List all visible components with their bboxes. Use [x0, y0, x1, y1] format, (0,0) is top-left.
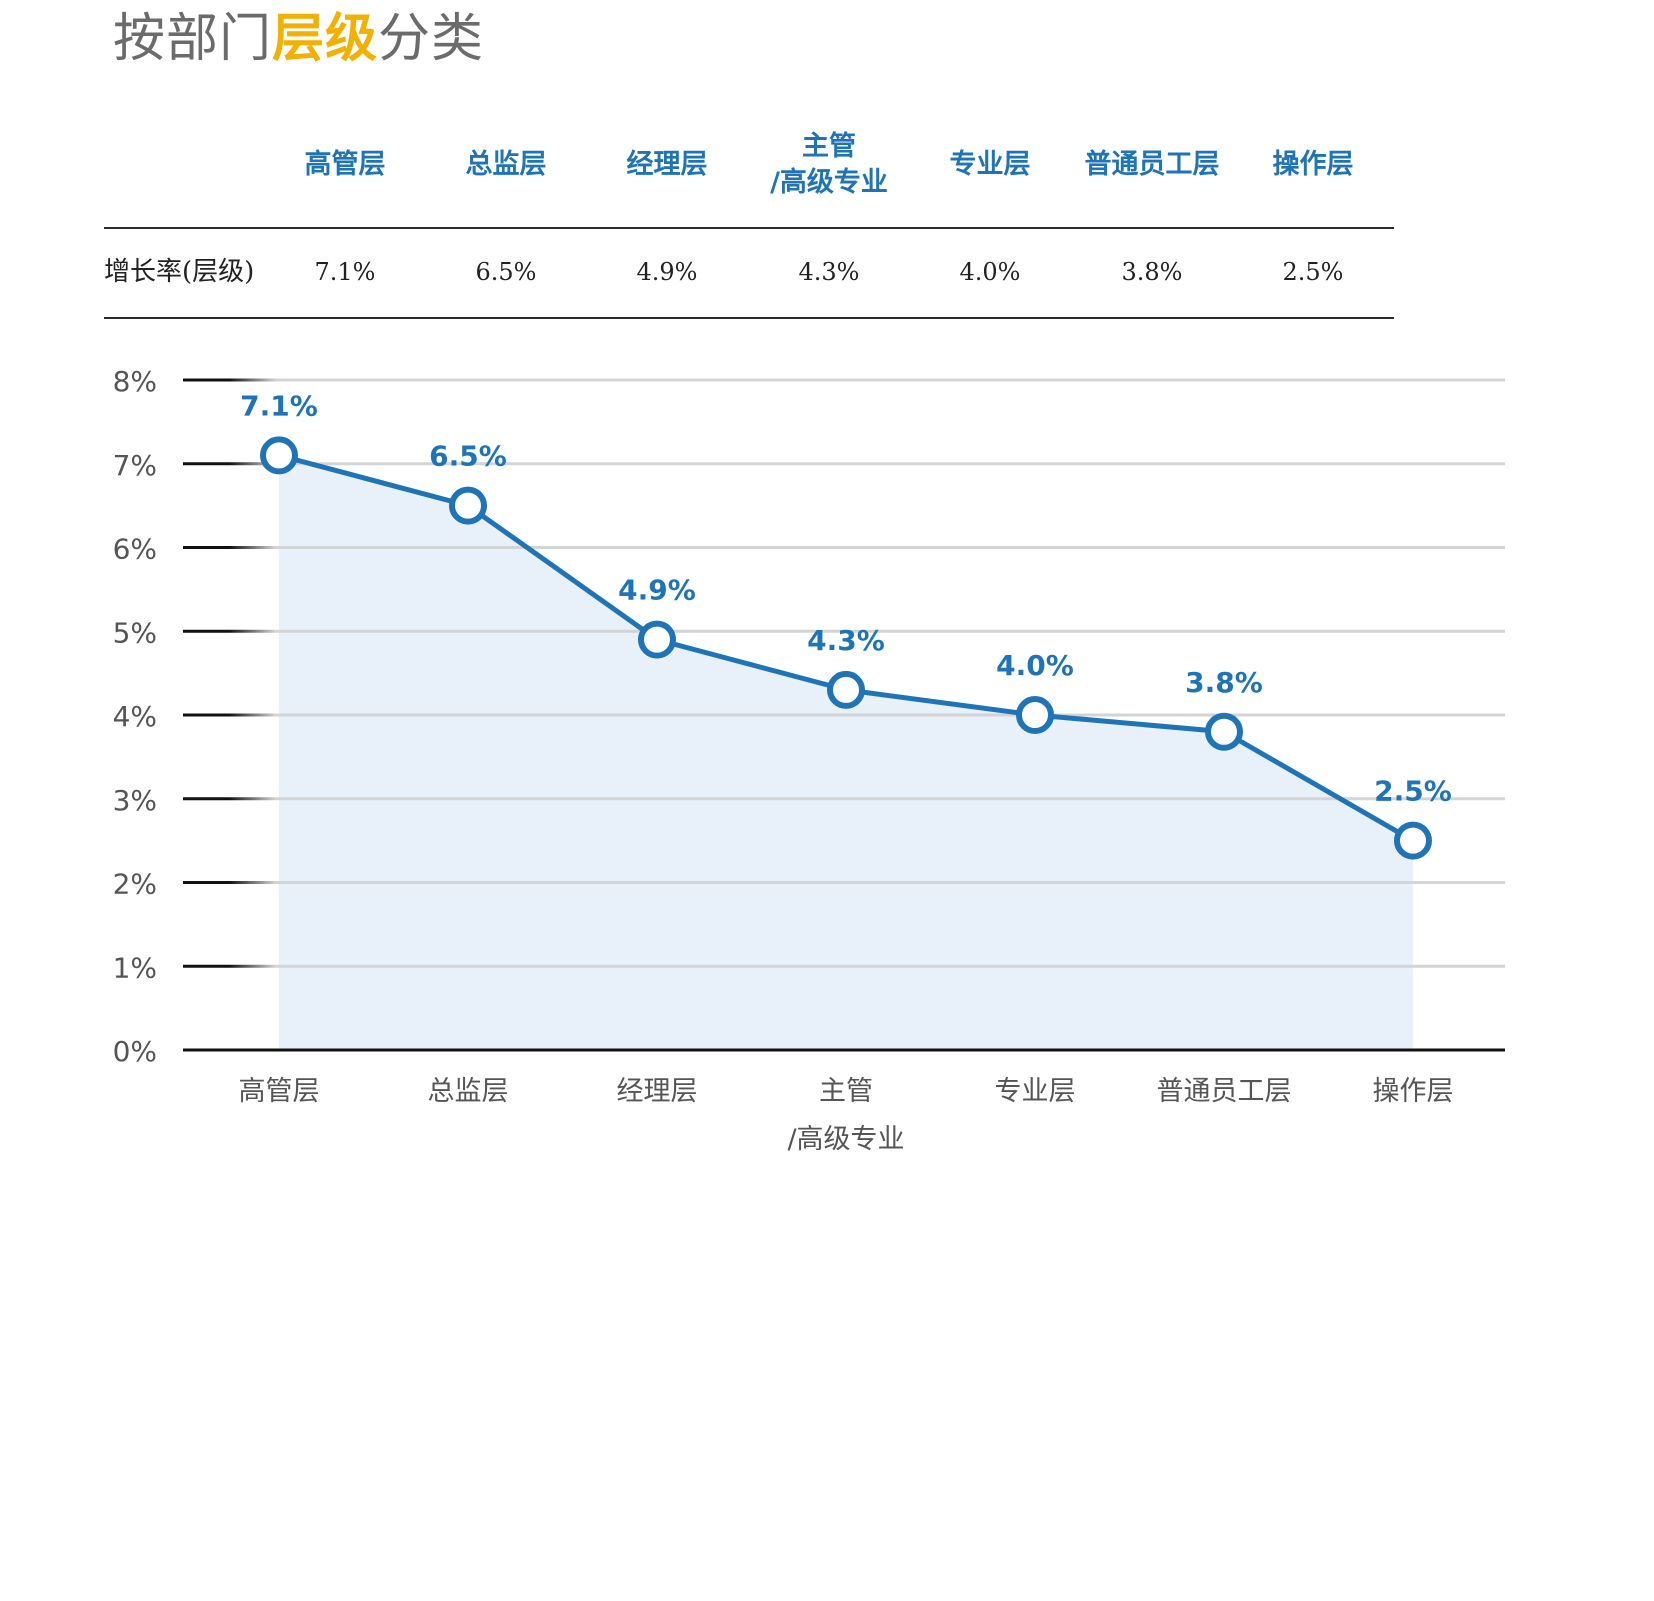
table-header-text: 总监层 [466, 147, 547, 183]
table-header-line: 操作层 [1272, 149, 1354, 180]
data-label: 2.5% [1374, 775, 1452, 808]
table-header-line: 主管 [802, 131, 856, 162]
title-suffix: 分类 [378, 9, 485, 69]
data-label: 4.3% [807, 624, 885, 657]
x-tick-label: /高级专业 [787, 1124, 904, 1155]
table-header-6: 普通员工层 [1067, 110, 1237, 220]
gridline [183, 462, 1505, 466]
data-label: 3.8% [1185, 666, 1263, 699]
table-row-label: 增长率(层级) [104, 257, 255, 287]
page-title: 按部门层级分类 [113, 4, 484, 74]
x-tick-label: 总监层 [428, 1076, 509, 1107]
table-header-text: 普通员工层 [1085, 147, 1220, 183]
data-label: 4.0% [996, 649, 1074, 682]
y-tick-label: 6% [113, 533, 157, 566]
data-point [449, 486, 487, 525]
data-point [1394, 821, 1432, 860]
table-header-line: 专业层 [949, 149, 1031, 180]
title-prefix: 按部门 [113, 9, 273, 69]
table-header-text: 专业层 [950, 147, 1031, 183]
table-header-line: 高管层 [304, 149, 386, 180]
y-tick-label: 3% [113, 784, 157, 817]
table-header-2: 总监层 [421, 110, 591, 220]
table-header-line: 总监层 [465, 149, 547, 180]
x-tick-label: 高管层 [239, 1076, 320, 1107]
data-point [827, 670, 865, 709]
table-header-3: 经理层 [582, 110, 752, 220]
table-cell-value: 4.3% [798, 258, 860, 286]
table-header-line: 经理层 [626, 149, 708, 180]
x-tick-label: 普通员工层 [1157, 1076, 1292, 1107]
gridline [183, 546, 1505, 549]
growth-rate-chart: 0% 1% 2% 3% 4% 5% 6% 7% 8% 7.1% 6.5% 4.9% 4.3% 4.0% 3.… [113, 365, 1505, 1155]
data-label: 6.5% [429, 440, 507, 473]
title-highlight: 层级 [272, 9, 379, 69]
gridline [183, 629, 1505, 633]
y-tick-label: 8% [113, 365, 157, 398]
data-point [1205, 712, 1243, 751]
y-tick-label: 4% [113, 700, 157, 733]
x-tick-label: 经理层 [617, 1076, 698, 1107]
gridline [183, 881, 1505, 884]
gridline [183, 797, 1505, 801]
table-header-text: 操作层 [1273, 147, 1354, 183]
table-header-7: 操作层 [1228, 110, 1398, 220]
y-tick-label: 1% [113, 951, 157, 984]
table-cell-value: 4.0% [959, 258, 1021, 286]
data-point [638, 620, 676, 659]
table-cell-value: 7.1% [314, 258, 376, 286]
data-point [260, 436, 298, 475]
x-tick-label: 专业层 [995, 1076, 1076, 1107]
table-header-5: 专业层 [905, 110, 1075, 220]
growth-rate-table: 增长率(层级) 高管层 总监层 经理层 主管/高级专业 专业层 普通员工层 操作层 7.1% 6… [104, 110, 1394, 320]
data-label: 7.1% [240, 389, 318, 422]
table-bottom-rule [104, 317, 1394, 319]
table-cell-value: 2.5% [1282, 258, 1344, 286]
x-tick-label: 操作层 [1373, 1076, 1454, 1107]
table-top-rule [104, 227, 1394, 229]
gridline [183, 713, 1505, 717]
table-header-text: 高管层 [305, 147, 386, 183]
table-header-line: /高级专业 [770, 167, 888, 198]
y-tick-label: 7% [113, 449, 157, 482]
gridline [183, 378, 1505, 382]
area-fill [279, 455, 1413, 1050]
y-tick-label: 0% [113, 1035, 157, 1068]
data-label: 4.9% [618, 574, 696, 607]
table-header-text: 经理层 [627, 147, 708, 183]
table-header-text: 主管/高级专业 [770, 129, 888, 201]
table-header-4: 主管/高级专业 [744, 110, 914, 220]
table-header-1: 高管层 [260, 110, 430, 220]
table-header-line: 普通员工层 [1084, 149, 1220, 180]
data-point [1016, 696, 1054, 734]
table-cell-value: 4.9% [636, 258, 698, 286]
table-cell-value: 3.8% [1121, 258, 1183, 286]
table-cell-value: 6.5% [475, 258, 537, 286]
y-tick-label: 2% [113, 868, 157, 901]
x-tick-label: 主管 [819, 1076, 873, 1107]
y-tick-label: 5% [113, 616, 157, 649]
gridline [183, 964, 1505, 968]
